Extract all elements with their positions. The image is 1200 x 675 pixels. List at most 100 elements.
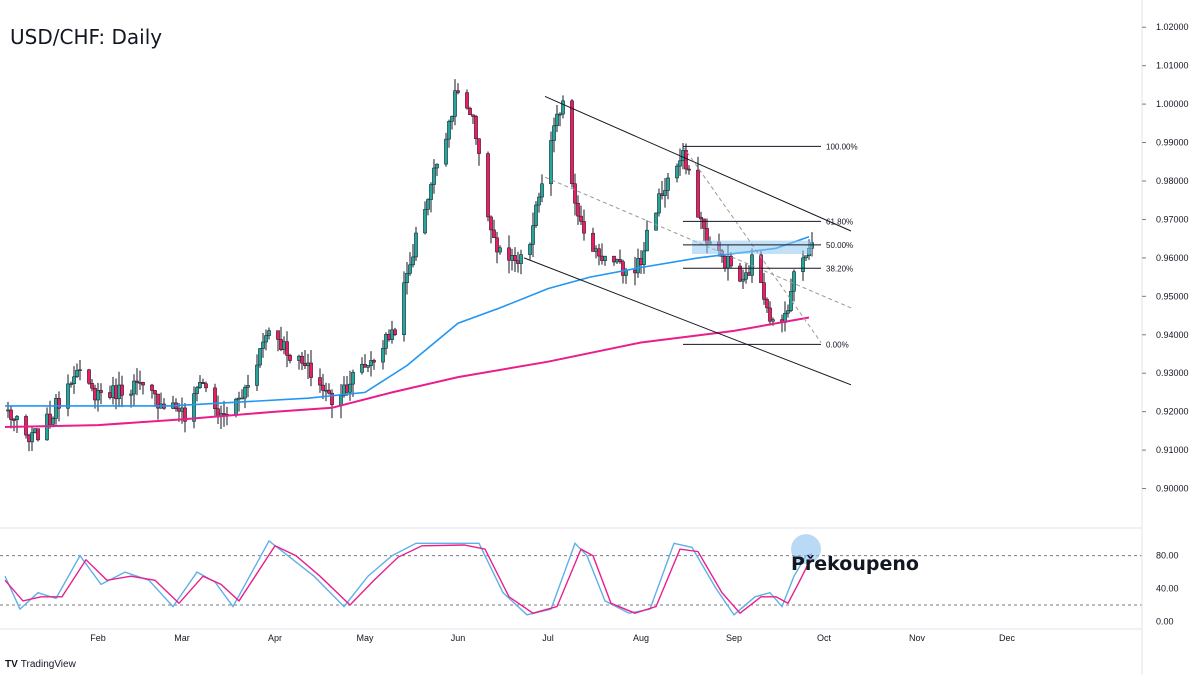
candle-body bbox=[117, 384, 121, 400]
candle-body bbox=[258, 348, 262, 366]
candle-body bbox=[471, 114, 475, 117]
candle-body bbox=[744, 272, 748, 280]
resistance-zone bbox=[692, 240, 812, 255]
candle-body bbox=[723, 256, 727, 269]
candle-body bbox=[549, 140, 553, 185]
candle-body bbox=[519, 254, 523, 264]
price-tick-label: 0.90000 bbox=[1156, 484, 1189, 494]
candle-body bbox=[264, 335, 268, 343]
candle-body bbox=[786, 310, 790, 314]
candle-body bbox=[510, 255, 514, 261]
candle-body bbox=[597, 248, 601, 257]
candle-body bbox=[468, 107, 472, 116]
candle-body bbox=[618, 259, 622, 262]
ma-slow-line bbox=[4, 316, 810, 428]
candle-body bbox=[771, 319, 775, 322]
candle-body bbox=[792, 271, 796, 292]
candle-body bbox=[213, 387, 217, 409]
stoch-d-line bbox=[4, 544, 813, 615]
candle-body bbox=[654, 212, 658, 231]
candle-body bbox=[381, 348, 385, 363]
price-tick-label: 0.99000 bbox=[1156, 138, 1189, 148]
candle-body bbox=[135, 380, 139, 383]
candle-body bbox=[27, 434, 31, 443]
candle-body bbox=[552, 125, 556, 141]
time-tick-label: Mar bbox=[174, 633, 190, 643]
candle-body bbox=[402, 282, 406, 335]
candle-body bbox=[261, 341, 265, 349]
candle-body bbox=[339, 395, 343, 406]
candle-body bbox=[390, 329, 394, 340]
candle-body bbox=[318, 377, 322, 386]
candle-body bbox=[282, 341, 286, 350]
candle-body bbox=[741, 278, 745, 282]
price-tick-label: 0.97000 bbox=[1156, 214, 1189, 224]
candle-body bbox=[762, 282, 766, 300]
candle-body bbox=[393, 329, 397, 335]
candle-body bbox=[33, 428, 37, 433]
candle-body bbox=[192, 393, 196, 422]
candle-body bbox=[180, 407, 184, 412]
oscillator-tick-label: 0.00 bbox=[1156, 616, 1174, 626]
candle-body bbox=[636, 258, 640, 274]
candle-body bbox=[57, 398, 61, 409]
candle-body bbox=[108, 392, 112, 398]
candle-body bbox=[153, 390, 157, 395]
candle-body bbox=[330, 392, 334, 406]
price-tick-label: 0.91000 bbox=[1156, 445, 1189, 455]
time-tick-label: Sep bbox=[726, 633, 742, 643]
candle-body bbox=[372, 360, 376, 363]
candle-body bbox=[309, 362, 313, 378]
candle-body bbox=[303, 362, 307, 366]
stoch-k-line bbox=[4, 539, 813, 616]
tradingview-logo-text: TradingView bbox=[20, 659, 76, 670]
candle-body bbox=[54, 398, 58, 419]
candle-body bbox=[570, 100, 574, 185]
price-tick-label: 1.02000 bbox=[1156, 22, 1189, 32]
tradingview-logo[interactable]: TV TradingView bbox=[5, 659, 76, 670]
indicators-layer: 100.00% 61.80% 50.00% 38.20% 0.00% bbox=[0, 95, 1142, 616]
time-tick-label: Jun bbox=[451, 633, 466, 643]
candle-body bbox=[285, 341, 289, 356]
candle-body bbox=[558, 113, 562, 116]
candle-body bbox=[243, 387, 247, 399]
candle-body bbox=[327, 389, 331, 394]
candle-body bbox=[183, 407, 187, 422]
candle-body bbox=[246, 385, 250, 388]
candle-body bbox=[675, 165, 679, 179]
candle-body bbox=[660, 193, 664, 196]
fib-level-label: 50.00% bbox=[826, 241, 853, 250]
candle-body bbox=[666, 177, 670, 191]
price-tick-label: 0.95000 bbox=[1156, 291, 1189, 301]
candle-body bbox=[75, 369, 79, 378]
candle-body bbox=[789, 290, 793, 311]
candle-body bbox=[321, 384, 325, 391]
candle-body bbox=[150, 384, 154, 391]
candle-body bbox=[450, 116, 454, 122]
candle-body bbox=[576, 202, 580, 217]
candle-body bbox=[369, 360, 373, 366]
candle-body bbox=[300, 355, 304, 364]
candle-body bbox=[696, 169, 700, 218]
candle-body bbox=[132, 380, 136, 395]
candle-body bbox=[66, 383, 70, 409]
candle-body bbox=[276, 330, 280, 340]
candle-body bbox=[204, 383, 208, 389]
candle-body bbox=[255, 364, 259, 386]
candle-body bbox=[663, 190, 667, 196]
candle-body bbox=[222, 413, 226, 415]
price-tick-label: 1.00000 bbox=[1156, 99, 1189, 109]
candle-body bbox=[579, 215, 583, 222]
tradingview-logo-icon: TV bbox=[5, 659, 18, 670]
candle-body bbox=[453, 90, 457, 117]
time-tick-label: Feb bbox=[90, 633, 106, 643]
candle-body bbox=[495, 237, 499, 253]
candle-body bbox=[492, 229, 496, 239]
channel-lower-line bbox=[523, 257, 852, 386]
candle-body bbox=[603, 255, 607, 261]
fib-level-label: 100.00% bbox=[826, 142, 858, 151]
candle-body bbox=[348, 383, 352, 393]
candle-body bbox=[657, 193, 661, 214]
